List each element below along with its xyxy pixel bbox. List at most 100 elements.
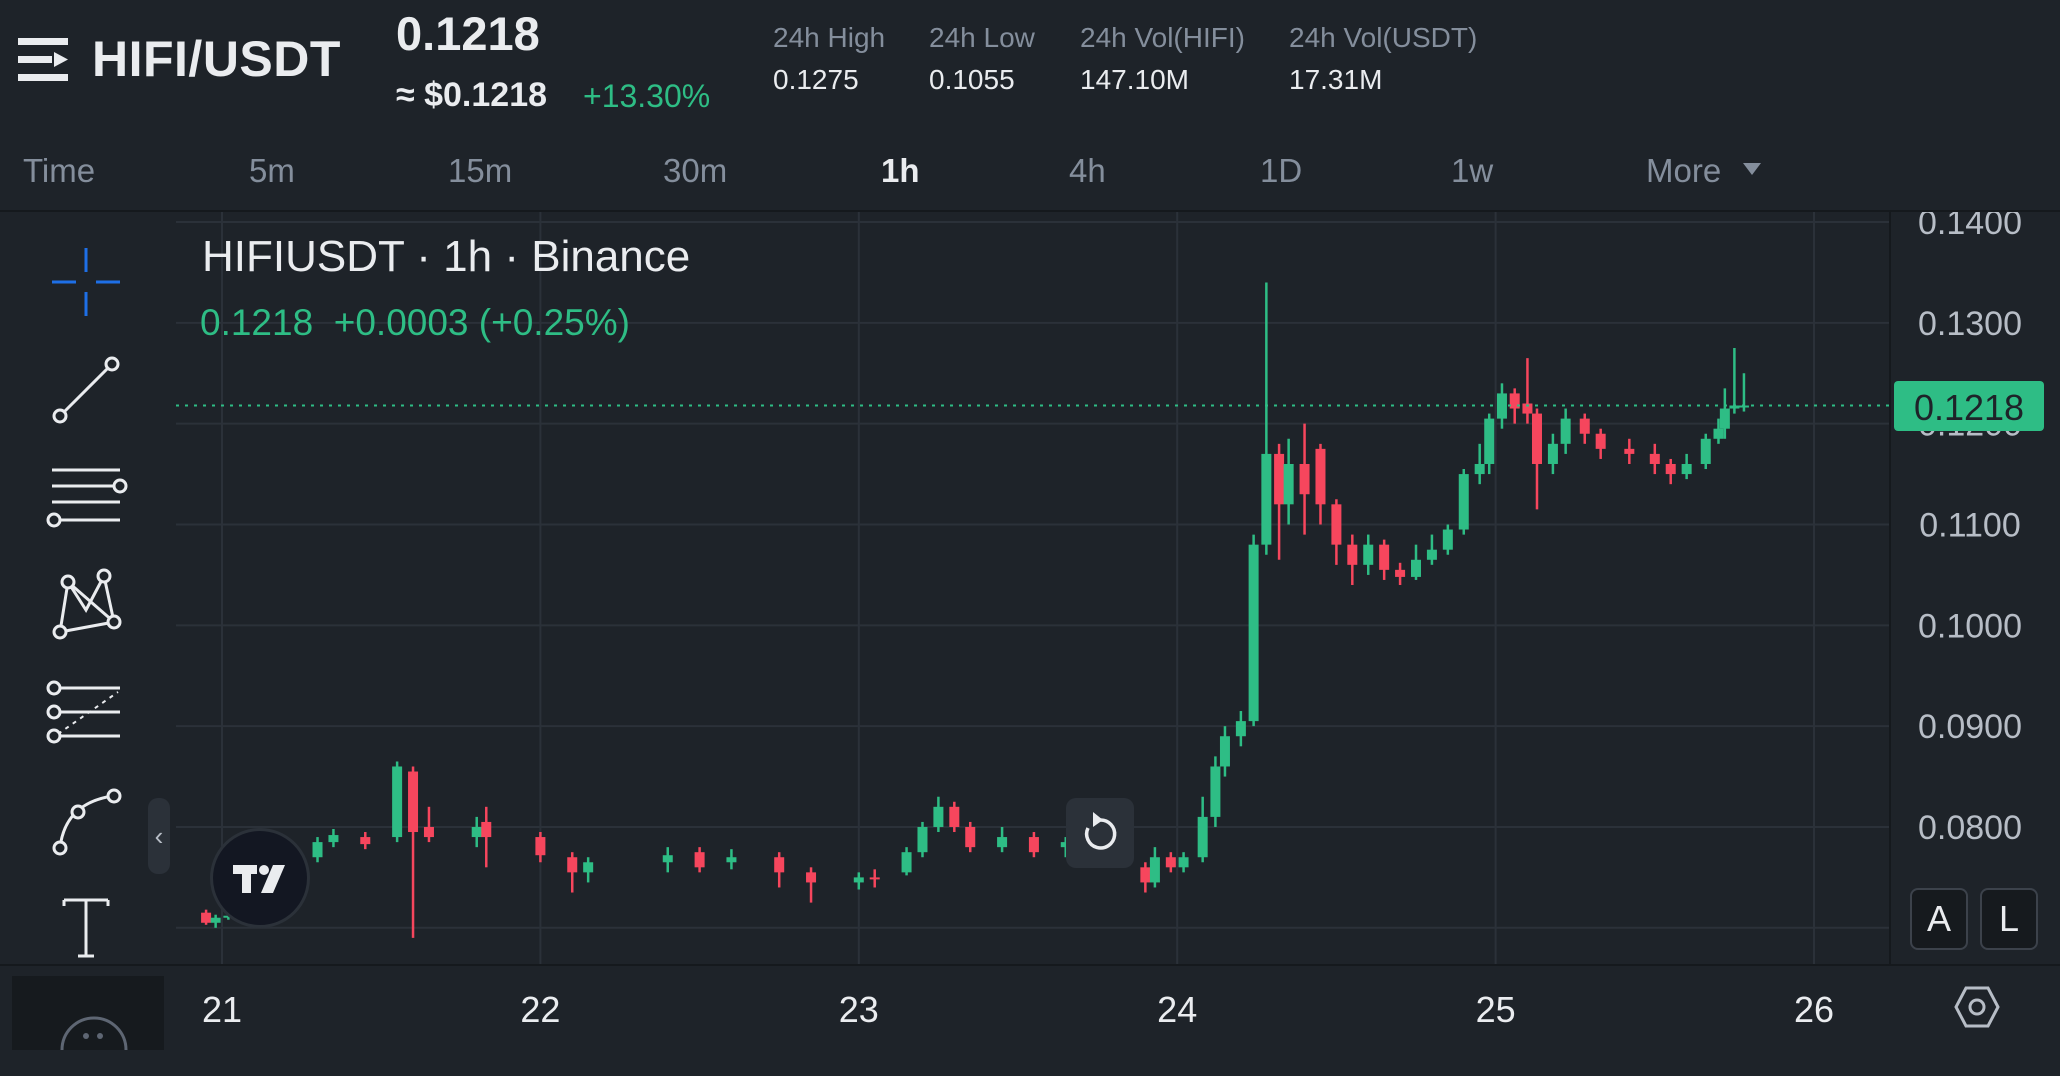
- chart-legend-values: 0.1218 +0.0003 (+0.25%): [200, 302, 630, 343]
- text-tool-icon[interactable]: [44, 886, 128, 970]
- stat-value-vol-quote: 17.31M: [1289, 64, 1383, 95]
- interval-30m[interactable]: 30m: [663, 152, 728, 189]
- candle-body: [1509, 393, 1520, 409]
- candle-body: [1363, 544, 1374, 565]
- reset-chart-button[interactable]: [1066, 798, 1134, 868]
- candle-body: [1547, 443, 1558, 464]
- candle-body: [1426, 549, 1437, 560]
- candle-body: [1379, 544, 1390, 570]
- current-price-tag: [1894, 381, 2044, 431]
- chart-legend-title: HIFIUSDT · 1h · Binance: [202, 232, 691, 281]
- candle-body: [1197, 816, 1208, 858]
- curve-icon[interactable]: [44, 782, 128, 866]
- parallel-lines-icon[interactable]: [44, 454, 128, 538]
- interval-15m[interactable]: 15m: [448, 152, 513, 189]
- stat-label-vol-quote: 24h Vol(USDT): [1289, 22, 1478, 53]
- candle-body: [901, 852, 912, 873]
- more-tools-icon[interactable]: [52, 1004, 136, 1050]
- settings-icon[interactable]: [1954, 984, 2000, 1030]
- y-tick-label: 0.1300: [1918, 305, 2022, 343]
- candle-body: [567, 857, 578, 873]
- stat-value-high: 0.1275: [773, 64, 859, 95]
- pair-title[interactable]: HIFI/USDT: [92, 31, 341, 87]
- candle-body: [949, 806, 960, 827]
- y-tick-label: 0.1400: [1918, 212, 2022, 242]
- y-tick-label: 0.1000: [1918, 607, 2022, 645]
- candle-body: [1665, 463, 1676, 475]
- usd-price: ≈ $0.1218: [396, 76, 548, 114]
- log-scale-button[interactable]: L: [1980, 888, 2038, 950]
- candle-body: [1060, 842, 1071, 848]
- stat-label-low: 24h Low: [929, 22, 1035, 53]
- fib-retracement-icon[interactable]: [44, 672, 128, 756]
- candle-body: [1178, 857, 1189, 868]
- candle-body: [1484, 418, 1495, 464]
- y-tick-label: 0.0800: [1918, 809, 2022, 847]
- candle-body: [1210, 766, 1221, 817]
- candle-body: [328, 835, 339, 843]
- candle-body: [933, 806, 944, 827]
- interval-1h[interactable]: 1h: [881, 152, 920, 189]
- stat-label-vol-base: 24h Vol(HIFI): [1080, 22, 1245, 53]
- candle-body: [1235, 721, 1246, 737]
- tradingview-logo: [210, 828, 310, 928]
- candle-body: [806, 872, 817, 883]
- interval-4h[interactable]: 4h: [1069, 152, 1106, 189]
- candle-body: [1442, 529, 1453, 550]
- interval-1d[interactable]: 1D: [1260, 152, 1303, 189]
- interval-1w[interactable]: 1w: [1451, 152, 1494, 189]
- menu-icon[interactable]: [18, 36, 68, 84]
- candle-body: [1315, 448, 1326, 505]
- auto-scale-button[interactable]: A: [1910, 888, 1968, 950]
- more-tools-panel: [12, 976, 164, 1050]
- interval-more[interactable]: More: [1646, 152, 1722, 189]
- x-tick-label: 22: [520, 989, 560, 1030]
- candle-body: [583, 862, 594, 873]
- candle-body: [1458, 474, 1469, 530]
- x-tick-label: 23: [839, 989, 879, 1030]
- crosshair-icon[interactable]: [44, 242, 128, 326]
- last-price: 0.1218: [396, 7, 540, 60]
- stat-label-high: 24h High: [773, 22, 886, 53]
- candle-body: [1331, 504, 1342, 545]
- candle-body: [1261, 453, 1272, 545]
- candle-body: [423, 826, 434, 838]
- candle-body: [201, 912, 212, 923]
- candle-body: [662, 855, 673, 863]
- x-tick-label: 25: [1476, 989, 1516, 1030]
- x-tick-label: 24: [1157, 989, 1197, 1030]
- stat-value-vol-base: 147.10M: [1080, 64, 1189, 95]
- caret-down-icon[interactable]: [1743, 163, 1761, 175]
- interval-5m[interactable]: 5m: [249, 152, 295, 189]
- candle-body: [1219, 736, 1230, 767]
- collapse-chevron-icon[interactable]: ‹: [148, 798, 170, 874]
- divider: [0, 210, 2060, 212]
- candle-body: [210, 917, 221, 923]
- y-tick-label: 0.1100: [1919, 506, 2020, 544]
- candle-body: [481, 821, 492, 838]
- candle-body: [1028, 837, 1039, 853]
- candle-body: [1738, 405, 1749, 408]
- candle-body: [535, 837, 546, 856]
- interval-time[interactable]: Time: [23, 152, 96, 189]
- candle-body: [312, 842, 323, 858]
- candle-body: [1299, 463, 1310, 495]
- candle-body: [471, 826, 482, 838]
- candle-body: [1411, 559, 1421, 577]
- candle-body: [853, 877, 864, 883]
- candle-body: [965, 826, 976, 848]
- trend-line-icon[interactable]: [44, 348, 128, 432]
- candle-body: [1149, 857, 1160, 883]
- candle-body: [1165, 857, 1176, 868]
- change-percent: +13.30%: [583, 78, 711, 114]
- candle-body: [1713, 428, 1724, 439]
- pattern-icon[interactable]: [44, 562, 128, 646]
- candle-body: [1347, 544, 1358, 565]
- current-price-tag-text: 0.1218: [1913, 387, 2025, 428]
- candle-body: [1283, 463, 1294, 505]
- candle-body: [1649, 453, 1660, 464]
- candle-body: [1395, 569, 1406, 577]
- candle-body: [392, 766, 403, 838]
- candle-body: [869, 877, 880, 880]
- candle-body: [1595, 433, 1606, 449]
